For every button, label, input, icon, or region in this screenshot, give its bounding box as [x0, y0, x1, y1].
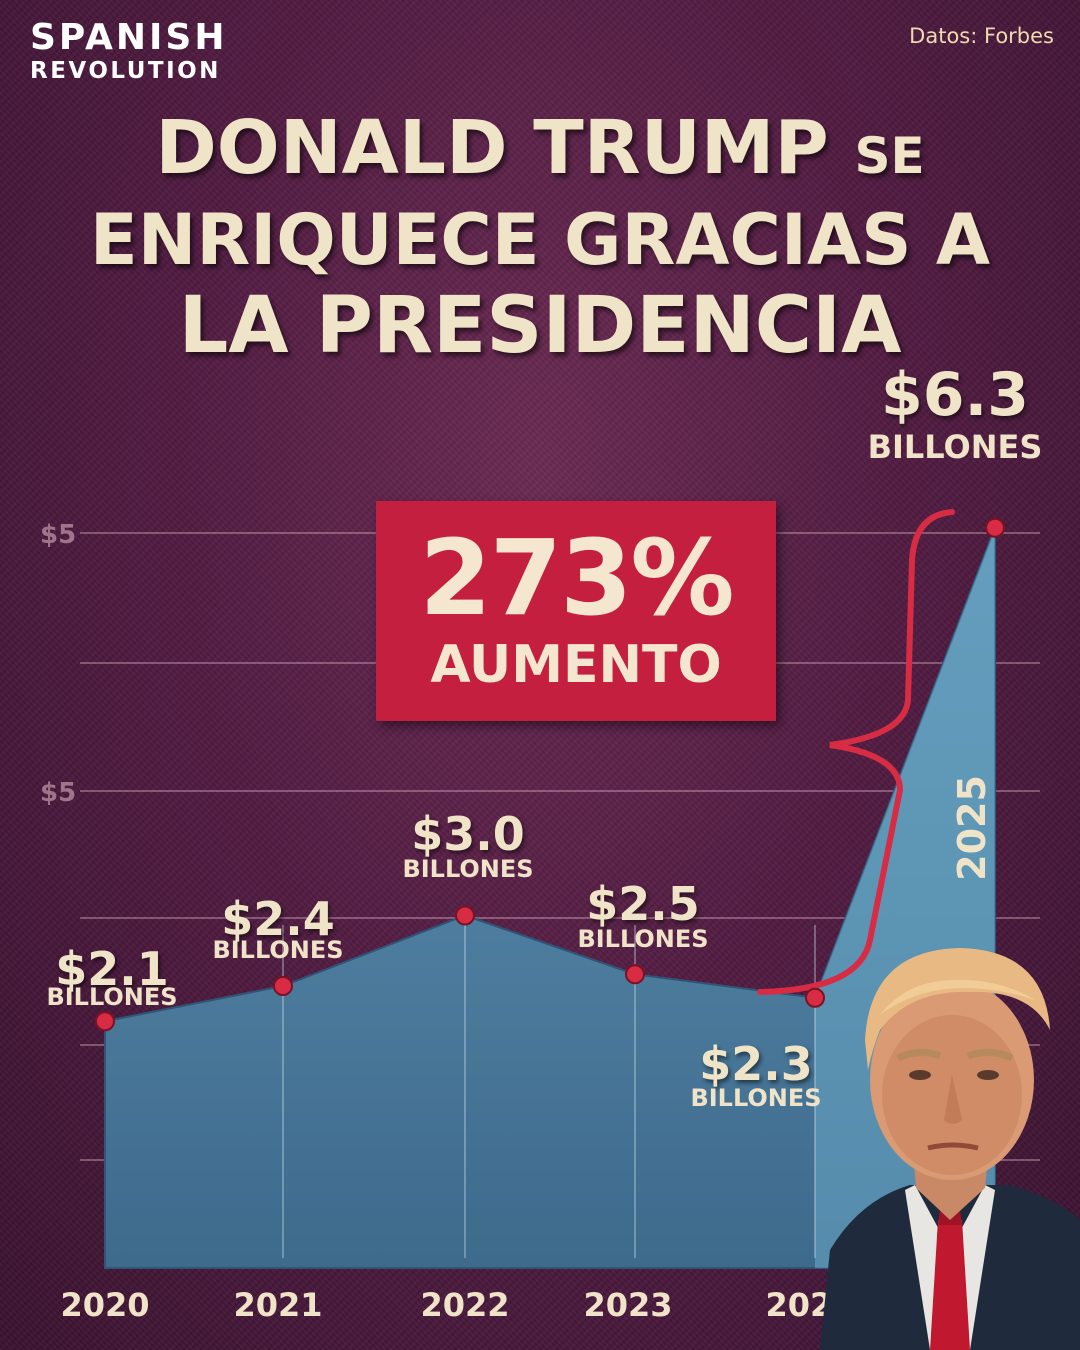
- brand-line-1: SPANISH: [30, 17, 228, 58]
- x-tick-2021: 2021: [233, 1286, 322, 1324]
- unit-label-2025: BILLONES: [868, 428, 1043, 466]
- data-marker-2023: [625, 964, 645, 985]
- increase-badge: 273% AUMENTO: [376, 501, 776, 721]
- data-marker-2021: [273, 976, 293, 996]
- title-line-1-main: DONALD TRUMP: [155, 105, 829, 191]
- x-tick-2022: 2022: [420, 1286, 509, 1324]
- x-tick-2025: 2025: [950, 775, 994, 881]
- value-label-2023: $2.5: [586, 877, 700, 931]
- bracket-path: [757, 509, 955, 995]
- increase-label: AUMENTO: [430, 635, 722, 695]
- increase-percent: 273%: [419, 517, 734, 639]
- unit-label-2022: BILLONES: [402, 855, 533, 883]
- year-dividers: [282, 925, 816, 1258]
- title-line-1-small: SE: [854, 127, 925, 185]
- value-label-2024: $2.3: [699, 1037, 813, 1091]
- data-marker-2022: [455, 905, 475, 926]
- data-marker-2020: [95, 1011, 115, 1032]
- gridline-label: $5: [40, 778, 76, 808]
- title-line-1: DONALD TRUMP SE: [0, 106, 1080, 198]
- unit-label-2024: BILLONES: [690, 1084, 821, 1112]
- value-label-2020: $2.1: [55, 942, 169, 996]
- increase-bracket: [757, 509, 955, 995]
- data-marker-2024: [805, 987, 825, 1008]
- unit-label-2020: BILLONES: [46, 983, 177, 1011]
- gridline-label: $5: [40, 520, 76, 550]
- unit-label-2023: BILLONES: [577, 925, 708, 953]
- x-tick-2020: 2020: [60, 1286, 149, 1324]
- x-tick-2023: 2023: [583, 1286, 672, 1324]
- title-line-2: ENRIQUECE GRACIAS A: [89, 199, 991, 281]
- page-title: DONALD TRUMP SE ENRIQUECE GRACIAS A LA P…: [0, 106, 1080, 370]
- data-markers: [95, 517, 1005, 1032]
- data-source: Datos: Forbes: [909, 24, 1054, 48]
- unit-label-2021: BILLONES: [212, 936, 343, 964]
- brand-logo: SPANISH REVOLUTION: [30, 20, 227, 83]
- value-label-2022: $3.0: [411, 807, 525, 861]
- data-marker-2025: [985, 517, 1005, 538]
- title-line-3: LA PRESIDENCIA: [178, 281, 902, 371]
- value-labels: $2.1BILLONES$2.4BILLONES$3.0BILLONES$2.5…: [46, 360, 1042, 1112]
- value-label-2021: $2.4: [221, 892, 335, 946]
- value-label-2025: $6.3: [881, 360, 1029, 430]
- brand-line-2: REVOLUTION: [30, 58, 221, 84]
- trump-portrait-image: [820, 948, 1080, 1350]
